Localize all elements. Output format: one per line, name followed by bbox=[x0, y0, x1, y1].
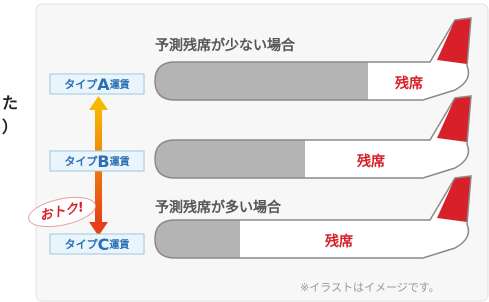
heading: 予測残席が少ない場合 bbox=[155, 37, 296, 54]
fare-tag-suffix: 運賃 bbox=[110, 78, 130, 91]
fare-tag-prefix: タイプ bbox=[64, 154, 98, 168]
side-text: ） bbox=[2, 118, 18, 137]
note: ※イラストはイメージです。 bbox=[300, 281, 440, 294]
fare-tag-suffix: 運賃 bbox=[109, 238, 129, 251]
fare-tag-prefix: タイプ bbox=[64, 77, 98, 91]
fare-diagram: た ） 予測残席が少ない場合 予測残席が多い場合 残席残席残席 タイプA運賃タイ… bbox=[0, 0, 489, 302]
fare-tag-suffix: 運賃 bbox=[110, 155, 130, 168]
fare-tag-letter: C bbox=[98, 235, 110, 254]
remaining-seats-label: 残席 bbox=[325, 233, 353, 250]
side-text: た bbox=[2, 94, 18, 113]
remaining-seats-label: 残席 bbox=[357, 153, 385, 170]
fare-tag-letter: B bbox=[97, 152, 109, 171]
remaining-seats-label: 残席 bbox=[395, 75, 423, 92]
fare-tag-prefix: タイプ bbox=[65, 237, 99, 251]
fare-tag-letter: A bbox=[97, 75, 110, 94]
heading: 予測残席が多い場合 bbox=[155, 199, 282, 216]
